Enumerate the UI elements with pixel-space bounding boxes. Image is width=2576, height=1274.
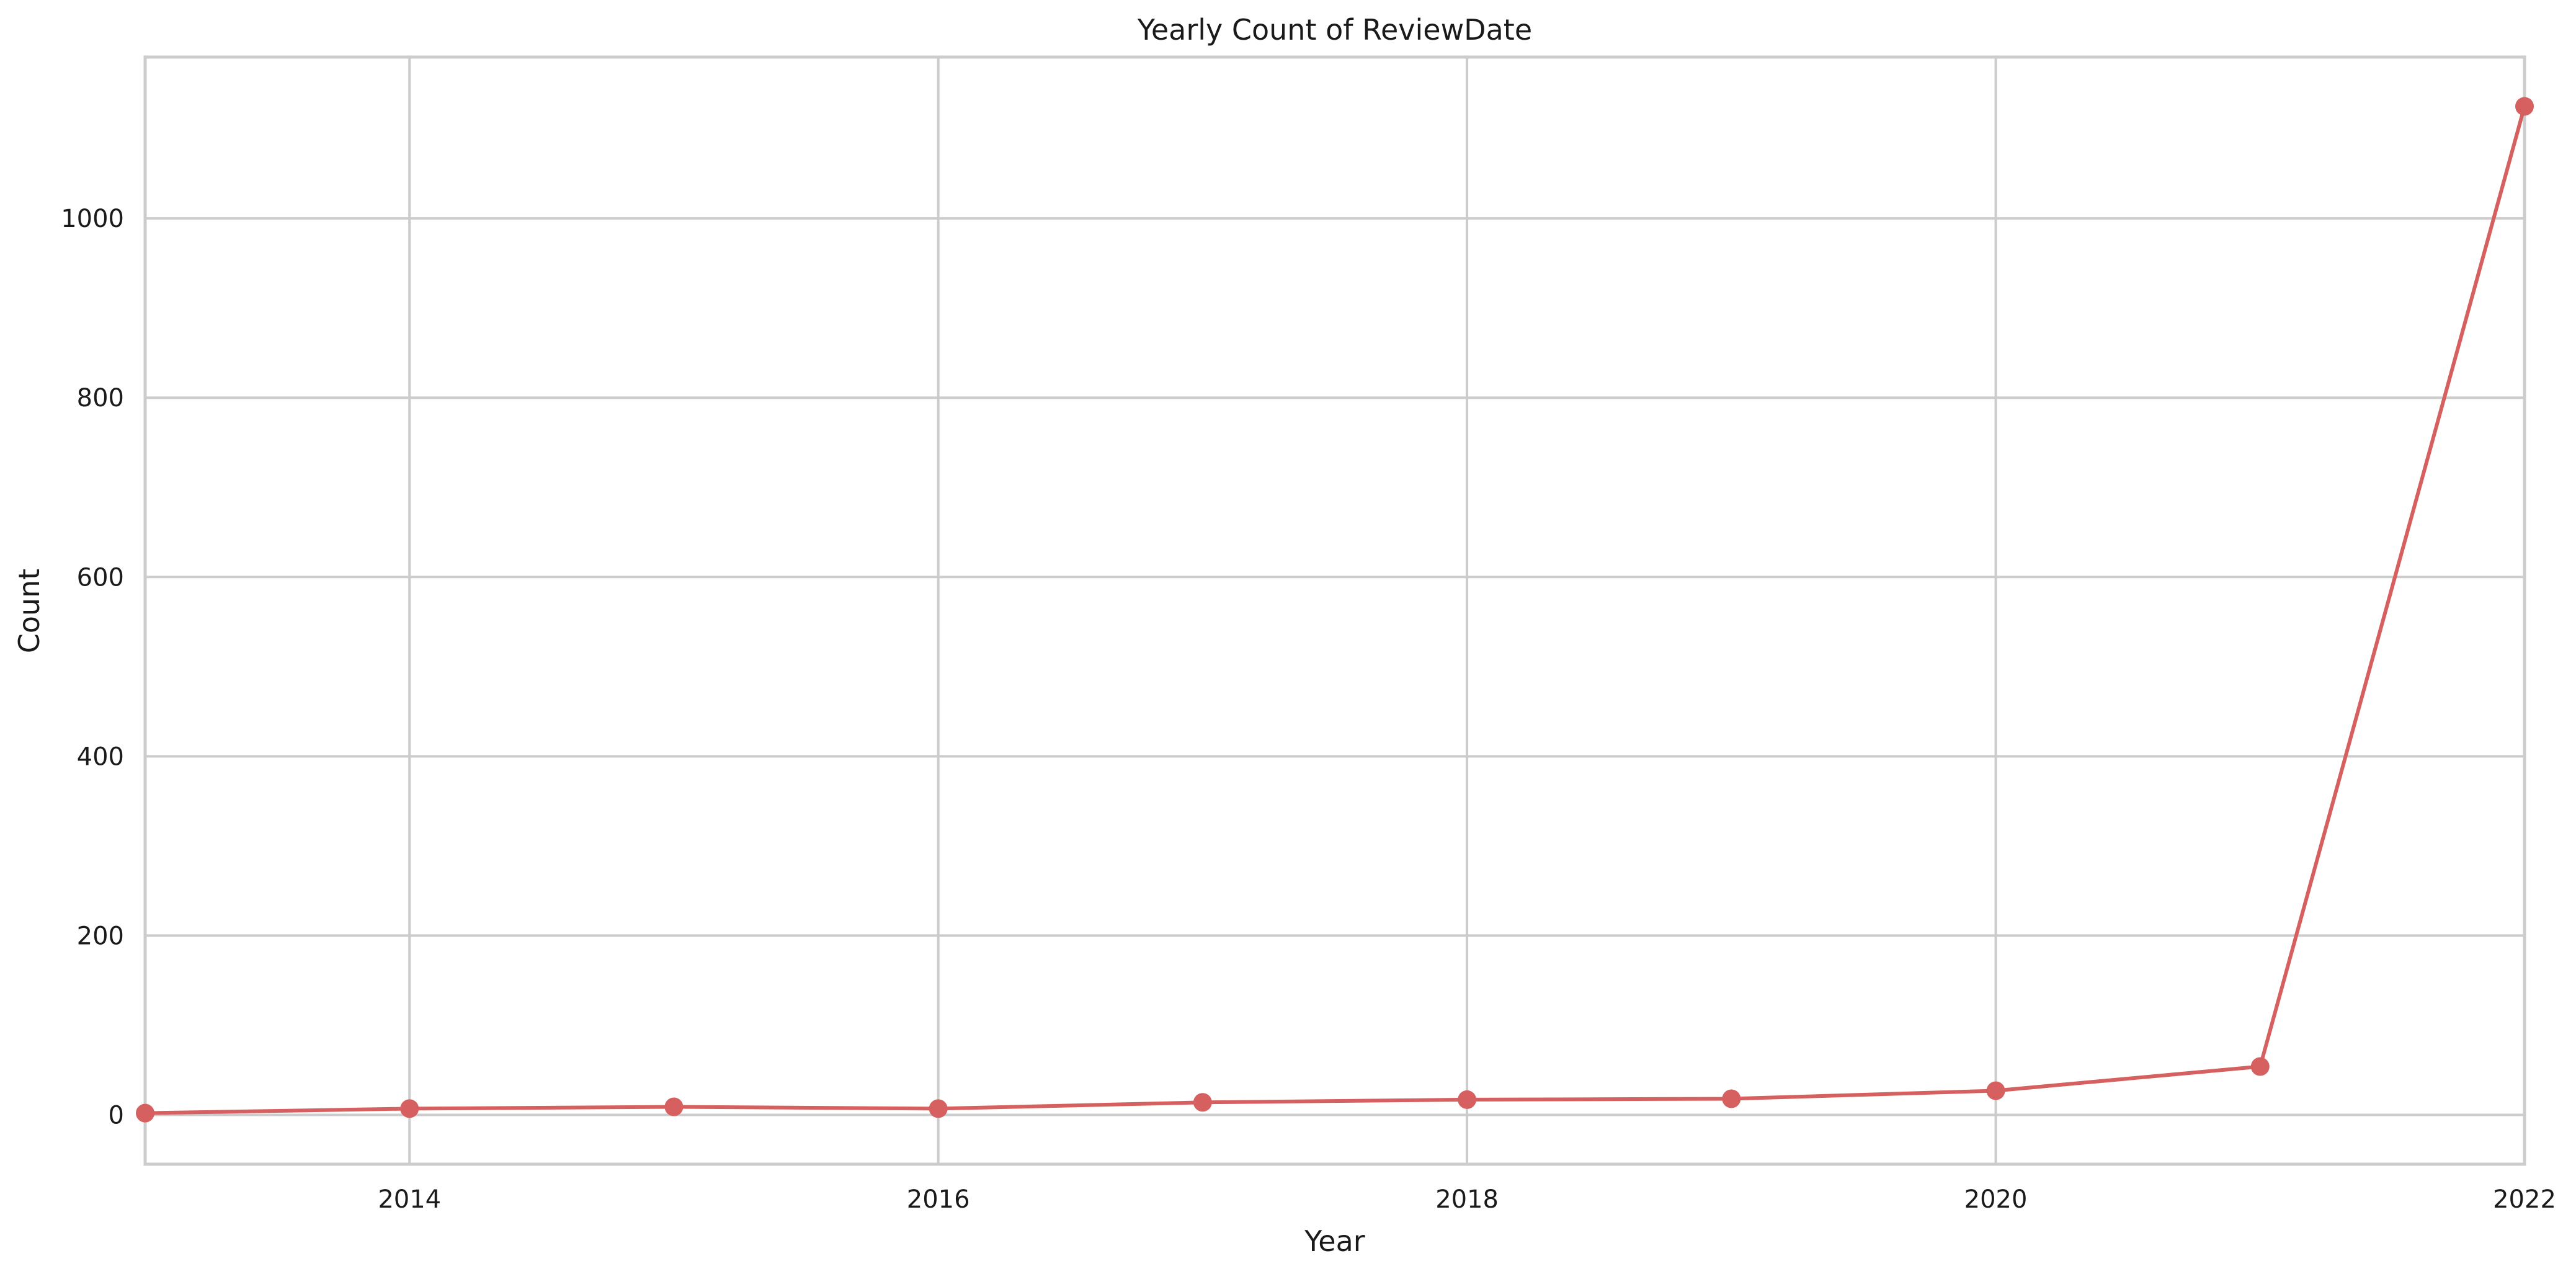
data-point xyxy=(2250,1057,2270,1076)
x-tick-label: 2018 xyxy=(1435,1185,1499,1214)
series-group xyxy=(136,97,2534,1123)
data-point xyxy=(1986,1081,2005,1100)
y-tick-label: 200 xyxy=(77,922,124,950)
data-point xyxy=(400,1099,419,1118)
data-point xyxy=(1458,1090,1477,1109)
y-tick-label: 800 xyxy=(77,384,124,412)
y-axis-label: Count xyxy=(12,569,46,654)
x-tick-label: 2020 xyxy=(1964,1185,2028,1214)
x-tick-label: 2016 xyxy=(907,1185,970,1214)
chart-title: Yearly Count of ReviewDate xyxy=(1137,13,1532,47)
data-point xyxy=(1193,1093,1212,1112)
grid xyxy=(145,57,2526,1164)
data-point xyxy=(664,1097,684,1116)
data-point xyxy=(929,1099,948,1118)
data-point xyxy=(2515,97,2534,116)
y-tick-label: 400 xyxy=(77,742,124,771)
data-point xyxy=(136,1103,154,1123)
x-axis-label: Year xyxy=(1304,1224,1365,1258)
y-tick-labels: 0 200 400 600 800 1000 xyxy=(61,205,124,1129)
y-tick-label: 0 xyxy=(109,1102,124,1130)
y-tick-label: 1000 xyxy=(61,205,124,233)
x-tick-label: 2014 xyxy=(378,1185,441,1214)
y-tick-label: 600 xyxy=(77,563,124,592)
data-point xyxy=(1722,1089,1741,1108)
x-tick-label: 2022 xyxy=(2493,1185,2556,1214)
series-line xyxy=(143,104,2526,1115)
plot-frame xyxy=(143,55,2526,1166)
x-tick-labels: 2014 2016 2018 2020 2022 xyxy=(378,1185,2556,1214)
